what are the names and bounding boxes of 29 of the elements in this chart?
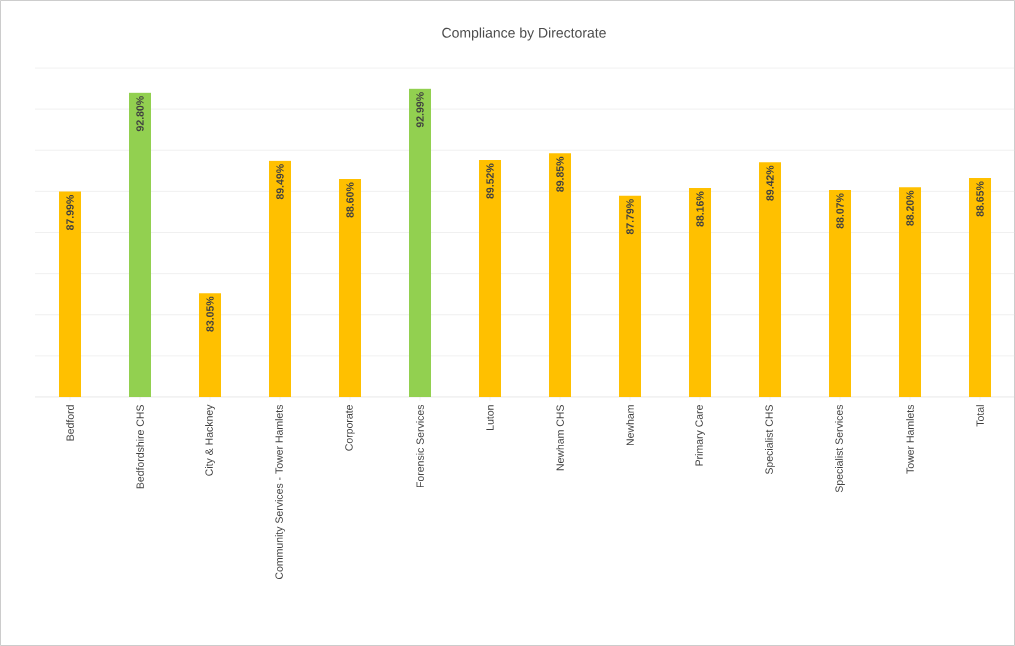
- data-label: 89.42%: [766, 165, 774, 201]
- data-label: 88.07%: [836, 193, 844, 229]
- x-tick-label: Bedfordshire CHS: [136, 405, 144, 489]
- x-tick-label: City & Hackney: [205, 404, 215, 476]
- data-label: 88.60%: [346, 182, 354, 218]
- x-tick-label: Newham: [626, 405, 634, 446]
- data-label: 89.52%: [486, 163, 494, 199]
- data-label: 92.80%: [136, 96, 144, 132]
- data-label: 87.99%: [66, 195, 74, 231]
- x-tick-label: Luton: [486, 405, 494, 430]
- x-tick-label: Bedford: [66, 405, 74, 441]
- data-label: 87.79%: [626, 199, 634, 235]
- data-label: 92.99%: [416, 92, 424, 128]
- data-label: 89.49%: [276, 164, 284, 200]
- data-label: 89.85%: [556, 156, 564, 192]
- data-label: 83.05%: [206, 296, 214, 332]
- x-tick-label: Specialist CHS: [765, 405, 775, 475]
- x-tick-label: Newham CHS: [556, 405, 564, 471]
- chart-title: Compliance by Directorate: [442, 27, 606, 41]
- x-tick-label: Total: [976, 405, 984, 427]
- data-label: 88.16%: [696, 191, 704, 227]
- x-tick-label: Corporate: [345, 405, 355, 451]
- data-label: 88.65%: [976, 181, 984, 217]
- data-label: 88.20%: [906, 190, 914, 226]
- x-tick-label: Specialist Services: [835, 404, 845, 493]
- x-tick-label: Community Services - Tower Hamlets: [275, 404, 285, 580]
- x-tick-label: Tower Hamlets: [906, 404, 914, 474]
- x-tick-label: Primary Care: [695, 405, 705, 466]
- x-tick-label: Forensic Services: [416, 404, 424, 488]
